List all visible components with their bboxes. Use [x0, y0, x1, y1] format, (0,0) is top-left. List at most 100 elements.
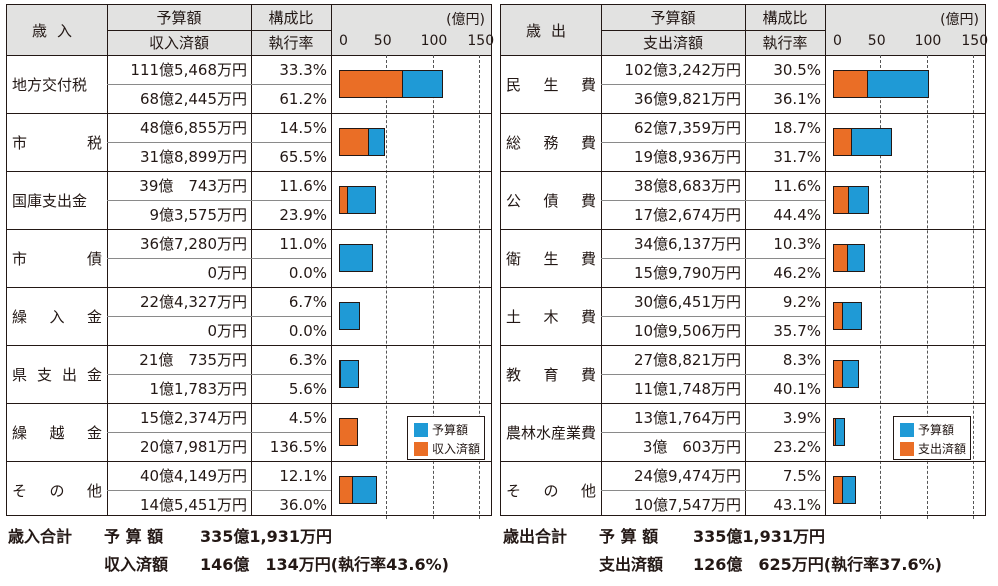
- expenditure-table: 歳出 予算額 支出済額 構成比 執行率 (億円) 0 50 100 150 民生費 102億3,242…: [500, 4, 988, 519]
- legend-label-budget: 予算額: [918, 423, 955, 437]
- execution-rate: 44.4%: [773, 205, 821, 224]
- actual-amount: 68億2,445万円: [139, 90, 247, 108]
- row-half-divider: [601, 84, 825, 85]
- category-label: 地方交付税: [12, 75, 88, 94]
- category-char: 務: [543, 133, 559, 152]
- category-char: 費: [580, 249, 596, 268]
- category-char: 出: [61, 365, 77, 384]
- category-char: 育: [543, 365, 559, 384]
- budget-amount: 39億 743万円: [139, 177, 247, 195]
- budget-amount: 27億8,821万円: [633, 351, 741, 369]
- legend-swatch-budget: [414, 422, 428, 437]
- share-ratio: 6.7%: [288, 292, 327, 311]
- row-half-divider: [601, 432, 825, 433]
- execution-rate: 23.2%: [773, 437, 821, 456]
- row-half-divider: [601, 258, 825, 259]
- axis-tick-label: 0: [339, 33, 348, 49]
- execution-rate: 36.1%: [773, 89, 821, 108]
- actual-amount: 19億8,936万円: [633, 148, 741, 166]
- category-char: 公: [506, 191, 522, 210]
- legend-label-actual: 支出済額: [918, 442, 967, 456]
- budget-amount: 62億7,359万円: [633, 119, 741, 137]
- actual-bar: [833, 70, 868, 98]
- actual-amount: 10億9,506万円: [633, 322, 741, 340]
- column-divider: [331, 5, 332, 515]
- budget-amount: 30億6,451万円: [633, 293, 741, 311]
- category-char: 入: [49, 307, 65, 326]
- budget-amount: 15億2,374万円: [139, 409, 247, 427]
- budget-amount: 13億1,764万円: [633, 409, 741, 427]
- category-char: そ: [12, 481, 28, 500]
- category-char: の: [543, 481, 559, 500]
- execution-rate: 23.9%: [279, 205, 327, 224]
- row-divider: [7, 461, 491, 462]
- category-char: 債: [86, 249, 102, 268]
- category-char: 費: [580, 75, 596, 94]
- budget-amount: 22億4,327万円: [139, 293, 247, 311]
- row-half-divider: [107, 490, 331, 491]
- share-ratio: 12.1%: [279, 466, 327, 485]
- chart-legend: 予算額 収入済額: [407, 416, 485, 460]
- row-half-divider: [601, 316, 825, 317]
- actual-amount: 3億 603万円: [642, 438, 741, 456]
- chart-legend: 予算額 支出済額: [893, 416, 971, 460]
- budget-amount: 48億6,855万円: [139, 119, 247, 137]
- header-amount-bottom: 収入済額: [148, 34, 209, 52]
- actual-amount: 15億9,790万円: [633, 264, 741, 282]
- category-label: 繰越金: [7, 403, 107, 461]
- category-char: 費: [580, 307, 596, 326]
- actual-bar: [339, 360, 341, 388]
- row-half-divider: [601, 374, 825, 375]
- category-char: 衛: [506, 249, 522, 268]
- actual-amount: 0万円: [207, 264, 247, 282]
- budget-amount: 111億5,468万円: [130, 61, 247, 79]
- budget-amount: 21億 735万円: [139, 351, 247, 369]
- category-label: 国庫支出金: [12, 191, 88, 210]
- header-divider: [601, 30, 825, 31]
- row-divider: [7, 287, 491, 288]
- legend-swatch-budget: [900, 422, 914, 437]
- revenue-actual-label: 収入済額: [104, 555, 169, 574]
- execution-rate: 36.0%: [279, 495, 327, 514]
- row-divider: [7, 345, 491, 346]
- category-char: 総: [506, 133, 522, 152]
- row-half-divider: [107, 258, 331, 259]
- budget-amount: 40億4,149万円: [139, 467, 247, 485]
- row-half-divider: [107, 316, 331, 317]
- category-char: 繰: [12, 307, 28, 326]
- budget-amount: 36億7,280万円: [139, 235, 247, 253]
- revenue-table: 歳入 予算額 収入済額 構成比 執行率 (億円) 0 50 100 150 地方交付税 111億5,4…: [6, 4, 494, 519]
- row-divider: [501, 229, 985, 230]
- budget-bar: [339, 244, 374, 272]
- category-char: 他: [86, 481, 102, 500]
- actual-amount: 31億8,899万円: [139, 148, 247, 166]
- share-ratio: 14.5%: [279, 118, 327, 137]
- row-divider: [501, 345, 985, 346]
- legend-item-budget: 予算額: [900, 421, 954, 438]
- legend-label-actual: 収入済額: [432, 442, 481, 456]
- execution-rate: 61.2%: [279, 89, 327, 108]
- share-ratio: 11.6%: [773, 176, 821, 195]
- category-label: 総務費: [501, 113, 601, 171]
- category-char: 民: [506, 75, 522, 94]
- execution-rate: 136.5%: [269, 437, 327, 456]
- header-amount-bottom: 支出済額: [642, 34, 703, 52]
- actual-bar: [833, 128, 852, 156]
- category-char: 金: [86, 365, 102, 384]
- actual-bar: [833, 302, 844, 330]
- legend-swatch-actual: [414, 441, 428, 456]
- header-amount-top: 予算額: [156, 9, 202, 27]
- category-label: 繰入金: [7, 287, 107, 345]
- actual-amount: 1億1,783万円: [149, 380, 248, 398]
- actual-bar: [339, 70, 403, 98]
- execution-rate: 46.2%: [773, 263, 821, 282]
- row-divider: [7, 229, 491, 230]
- row-half-divider: [107, 432, 331, 433]
- category-char: 費: [580, 133, 596, 152]
- share-ratio: 7.5%: [782, 466, 821, 485]
- category-label: その他: [7, 461, 107, 519]
- expenditure-actual-total: 126億 625万円(執行率37.6%): [693, 555, 942, 574]
- legend-item-actual: 収入済額: [414, 440, 480, 457]
- share-ratio: 4.5%: [288, 408, 327, 427]
- category-label: その他: [501, 461, 601, 519]
